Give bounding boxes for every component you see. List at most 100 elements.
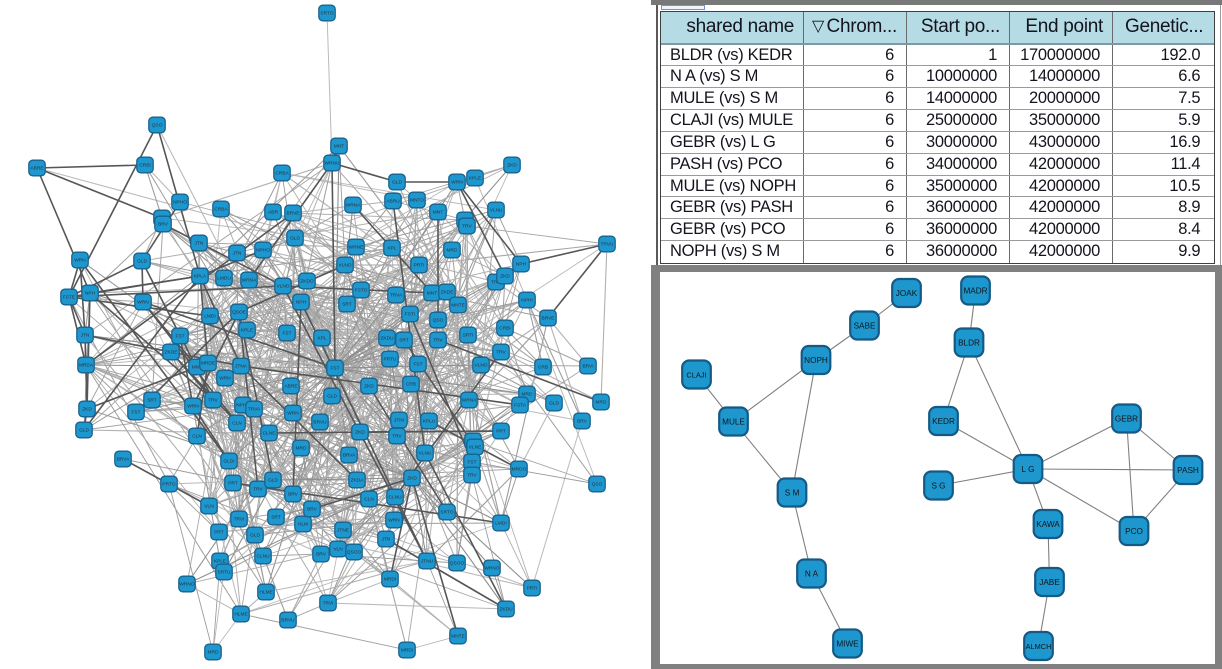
- svg-text:KPLE: KPLE: [241, 328, 253, 334]
- svg-text:KAWA: KAWA: [1036, 520, 1060, 529]
- svg-text:ZKDU: ZKDU: [499, 607, 513, 613]
- svg-text:WRN: WRN: [451, 180, 463, 186]
- svg-text:CLN: CLN: [232, 421, 242, 427]
- svg-text:ZKD: ZKD: [364, 384, 374, 390]
- svg-text:VLN: VLN: [204, 504, 214, 510]
- svg-text:GLD: GLD: [549, 401, 559, 407]
- svg-text:MRDE: MRDE: [201, 361, 215, 367]
- svg-text:NPHO: NPHO: [173, 200, 187, 206]
- svg-text:WRN: WRN: [287, 411, 299, 417]
- svg-text:PRT: PRT: [496, 429, 506, 435]
- svg-text:WRNE: WRNE: [349, 245, 364, 251]
- svg-text:KPL: KPL: [317, 336, 326, 342]
- svg-text:BRV: BRV: [307, 507, 318, 513]
- svg-text:JOAK: JOAK: [896, 289, 918, 298]
- svg-text:L G: L G: [1022, 465, 1035, 474]
- svg-text:FST: FST: [330, 366, 339, 372]
- svg-text:SRTU: SRTU: [218, 570, 232, 576]
- svg-text:MRD: MRD: [208, 650, 219, 656]
- svg-text:MRD: MRD: [447, 248, 458, 254]
- svg-text:BRV: BRV: [288, 492, 299, 498]
- svg-text:PASH: PASH: [1177, 466, 1199, 475]
- svg-text:ZKDE: ZKDE: [165, 350, 178, 356]
- svg-text:MNT: MNT: [427, 291, 437, 297]
- svg-text:SABE: SABE: [854, 321, 876, 330]
- svg-text:TRVI: TRVI: [234, 517, 245, 523]
- svg-text:MIWE: MIWE: [836, 639, 859, 648]
- svg-text:MNT: MNT: [334, 144, 344, 150]
- svg-text:CLAJI: CLAJI: [686, 370, 706, 379]
- svg-text:CLNU: CLNU: [388, 495, 402, 501]
- svg-text:TRVA: TRVA: [390, 293, 403, 299]
- svg-text:NPH: NPH: [85, 291, 96, 297]
- svg-text:FST: FST: [131, 410, 140, 416]
- svg-text:KEDR: KEDR: [932, 417, 955, 426]
- svg-text:CRBA: CRBA: [214, 207, 228, 213]
- svg-text:TRV: TRV: [253, 487, 263, 493]
- svg-text:MNT: MNT: [192, 365, 202, 371]
- svg-text:TRV: TRV: [467, 473, 477, 479]
- svg-text:WRNA: WRNA: [346, 203, 361, 209]
- svg-text:VLNU: VLNU: [490, 208, 503, 214]
- svg-text:CLNU: CLNU: [256, 554, 270, 560]
- svg-text:PCO: PCO: [1125, 527, 1143, 536]
- svg-text:BRV: BRV: [316, 552, 327, 558]
- svg-text:TRVU: TRVU: [601, 242, 615, 248]
- svg-text:MULE: MULE: [722, 417, 745, 426]
- svg-text:GLD: GLD: [137, 259, 147, 265]
- svg-text:CLN: CLN: [364, 497, 374, 503]
- svg-text:FSTO: FSTO: [355, 288, 368, 294]
- svg-text:ZKD: ZKD: [507, 163, 517, 169]
- svg-text:BRV: BRV: [158, 222, 169, 228]
- svg-text:TRV: TRV: [491, 280, 501, 286]
- svg-text:JTNA: JTNA: [235, 364, 248, 370]
- svg-text:MRD: MRD: [296, 446, 307, 452]
- svg-text:PRT: PRT: [214, 530, 224, 536]
- svg-text:BRVE: BRVE: [287, 211, 300, 217]
- svg-text:ZKDU: ZKDU: [380, 336, 394, 342]
- svg-text:BRV: BRV: [577, 419, 588, 425]
- svg-text:CLNE: CLNE: [263, 431, 276, 437]
- svg-text:QSO: QSO: [433, 318, 444, 324]
- svg-text:NPHO: NPHO: [256, 248, 270, 254]
- svg-text:MNTO: MNTO: [410, 198, 424, 204]
- svg-text:LMDU: LMDU: [217, 276, 231, 282]
- svg-text:ZKDA: ZKDA: [351, 478, 365, 484]
- svg-text:MRD: MRD: [596, 400, 607, 406]
- svg-text:LMDI: LMDI: [204, 314, 215, 320]
- svg-text:NPH: NPH: [516, 262, 527, 268]
- svg-text:WRNA: WRNA: [462, 398, 477, 404]
- svg-text:GEBR: GEBR: [1115, 414, 1138, 423]
- svg-text:SRT: SRT: [342, 302, 352, 308]
- svg-text:FSTI: FSTI: [405, 312, 415, 318]
- svg-text:FST: FST: [413, 362, 422, 368]
- svg-text:VLNU: VLNU: [419, 451, 432, 457]
- svg-text:MRDI: MRDI: [401, 648, 413, 654]
- svg-text:MNTE: MNTE: [451, 303, 465, 309]
- svg-text:JTNU: JTNU: [421, 559, 434, 565]
- svg-text:KPLA: KPLA: [194, 274, 207, 280]
- svg-text:TRVA: TRVA: [248, 407, 261, 413]
- svg-text:MRDO: MRDO: [512, 467, 527, 473]
- svg-text:KPL: KPL: [387, 246, 396, 252]
- svg-text:TRV: TRV: [433, 338, 443, 344]
- svg-text:CRB: CRB: [538, 365, 548, 371]
- svg-text:NPH: NPH: [296, 300, 307, 306]
- svg-text:FSTE: FSTE: [63, 295, 75, 301]
- svg-text:CLN: CLN: [192, 434, 202, 440]
- svg-text:KPLE: KPLE: [214, 559, 226, 565]
- svg-text:SRTI: SRTI: [463, 333, 474, 339]
- svg-text:S G: S G: [931, 481, 945, 490]
- svg-text:WRN: WRN: [137, 300, 149, 306]
- svg-text:GLD: GLD: [392, 180, 402, 186]
- svg-text:VLNO: VLNO: [338, 263, 351, 269]
- svg-text:SRT: SRT: [271, 515, 281, 521]
- svg-text:SRTO: SRTO: [320, 11, 333, 17]
- svg-text:HLME: HLME: [259, 590, 272, 596]
- svg-text:WRNO: WRNO: [179, 582, 194, 588]
- svg-text:JTN: JTN: [382, 537, 391, 543]
- svg-text:CRBI: CRBI: [499, 326, 510, 332]
- svg-text:TRV: TRV: [392, 434, 402, 440]
- svg-text:ALMCH: ALMCH: [1026, 642, 1052, 651]
- svg-text:JTN: JTN: [195, 241, 204, 247]
